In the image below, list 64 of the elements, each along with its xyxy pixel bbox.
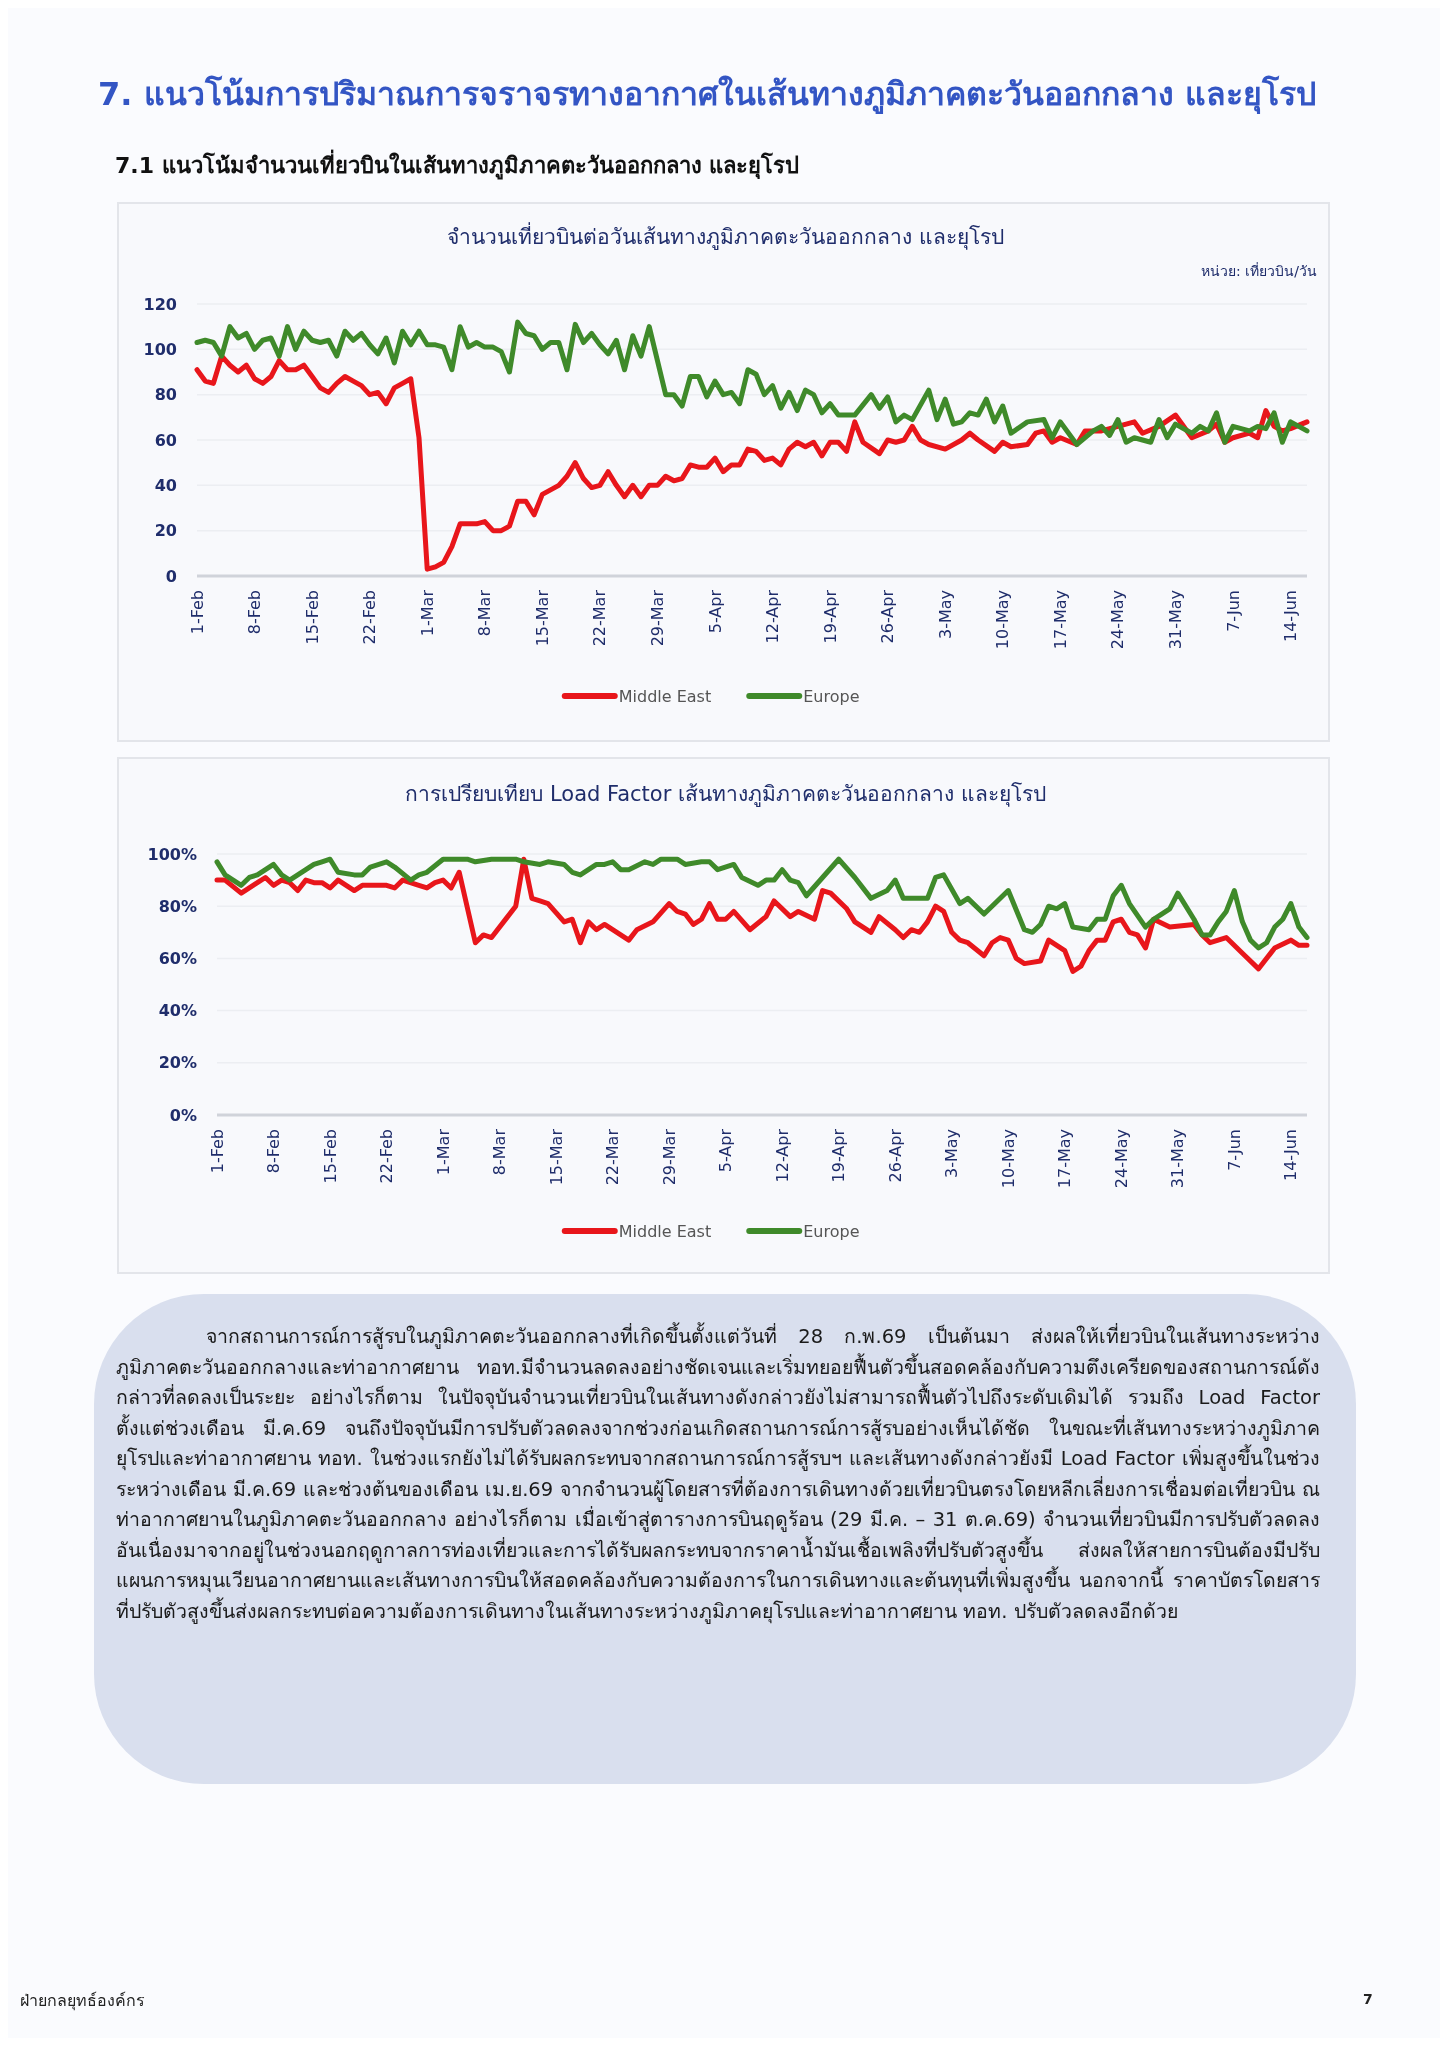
x-tick-label: 1-Feb xyxy=(187,590,207,635)
text: 7 xyxy=(1363,1991,1373,2007)
x-tick-label: 12-Apr xyxy=(763,589,783,644)
x-tick-label: 31-May xyxy=(1168,1129,1188,1189)
legend-label: Middle East xyxy=(618,1221,712,1241)
x-tick-label: 1-Feb xyxy=(207,1129,227,1174)
text: 7.1 แนวโน้มจำนวนเที่ยวบินในเส้นทางภูมิภาคตะวันออกกลาง และยุโรป xyxy=(115,148,800,182)
x-tick-label: 22-Feb xyxy=(377,1129,397,1184)
y-tick-label: 120 xyxy=(143,294,177,314)
x-tick-label: 22-Feb xyxy=(360,590,380,645)
y-tick-label: 40% xyxy=(158,1001,197,1021)
x-tick-label: 29-Mar xyxy=(648,589,668,647)
x-tick-label: 7-Jun xyxy=(1223,590,1243,632)
text: หน่วย: เที่ยวบิน/วัน xyxy=(1201,262,1317,279)
x-tick-label: 14-Jun xyxy=(1281,590,1301,643)
x-tick-label: 22-Mar xyxy=(590,589,610,647)
y-tick-label: 20% xyxy=(158,1053,197,1073)
x-tick-label: 10-May xyxy=(993,590,1013,650)
y-tick-label: 100 xyxy=(143,339,177,359)
x-tick-label: 22-Mar xyxy=(603,1128,623,1186)
x-tick-label: 15-Feb xyxy=(302,590,322,645)
x-tick-label: 8-Feb xyxy=(264,1129,284,1174)
x-tick-label: 17-May xyxy=(1050,590,1070,650)
x-tick-label: 7-Jun xyxy=(1224,1129,1244,1171)
chart-title: การเปรียบเทียบ Load Factor เส้นทางภูมิภาคตะวันออกกลาง และยุโรป xyxy=(405,782,1046,807)
x-tick-label: 19-Apr xyxy=(820,589,840,644)
x-tick-label: 3-May xyxy=(935,590,955,640)
y-tick-label: 40 xyxy=(154,475,177,495)
x-tick-label: 26-Apr xyxy=(885,1128,905,1183)
x-tick-label: 15-Feb xyxy=(320,1129,340,1184)
y-tick-label: 20 xyxy=(154,521,177,541)
x-tick-label: 15-Mar xyxy=(532,589,552,647)
x-tick-label: 1-Mar xyxy=(417,589,437,637)
x-tick-label: 8-Mar xyxy=(475,589,495,637)
text: ฝ่ายกลยุทธ์องค์กร xyxy=(20,1990,145,2013)
x-tick-label: 5-Apr xyxy=(716,1128,736,1173)
y-tick-label: 60% xyxy=(158,949,197,968)
x-tick-label: 8-Feb xyxy=(245,590,265,635)
x-tick-label: 12-Apr xyxy=(772,1128,792,1183)
chart-title: จำนวนเที่ยวบินต่อวันเส้นทางภูมิภาคตะวันออกกลาง และยุโรป xyxy=(447,222,1004,250)
y-tick-label: 80% xyxy=(158,896,197,916)
legend-label: Middle East xyxy=(618,686,712,706)
x-tick-label: 15-Mar xyxy=(546,1128,566,1186)
x-tick-label: 24-May xyxy=(1108,590,1128,650)
x-tick-label: 29-Mar xyxy=(659,1128,679,1186)
x-tick-label: 3-May xyxy=(942,1129,962,1179)
x-tick-label: 1-Mar xyxy=(433,1128,453,1176)
y-tick-label: 0 xyxy=(165,566,177,586)
y-tick-label: 80 xyxy=(154,385,177,405)
y-tick-label: 60 xyxy=(154,430,177,450)
x-tick-label: 31-May xyxy=(1166,590,1186,650)
x-tick-label: 14-Jun xyxy=(1281,1129,1301,1182)
legend-label: Europe xyxy=(803,686,860,706)
x-tick-label: 8-Mar xyxy=(490,1128,510,1176)
text: 7. แนวโน้มการปริมาณการจราจรทางอากาศในเส้นทางภูมิภาคตะวันออกกลาง และยุโรป xyxy=(98,74,1316,116)
x-tick-label: 5-Apr xyxy=(705,589,725,634)
x-tick-label: 24-May xyxy=(1111,1129,1131,1189)
x-tick-label: 17-May xyxy=(1055,1129,1075,1189)
legend-label: Europe xyxy=(803,1221,860,1241)
y-tick-label: 100% xyxy=(147,844,197,864)
x-tick-label: 26-Apr xyxy=(878,589,898,644)
x-tick-label: 10-May xyxy=(998,1129,1018,1189)
x-tick-label: 19-Apr xyxy=(829,1128,849,1183)
y-tick-label: 0% xyxy=(169,1105,197,1125)
